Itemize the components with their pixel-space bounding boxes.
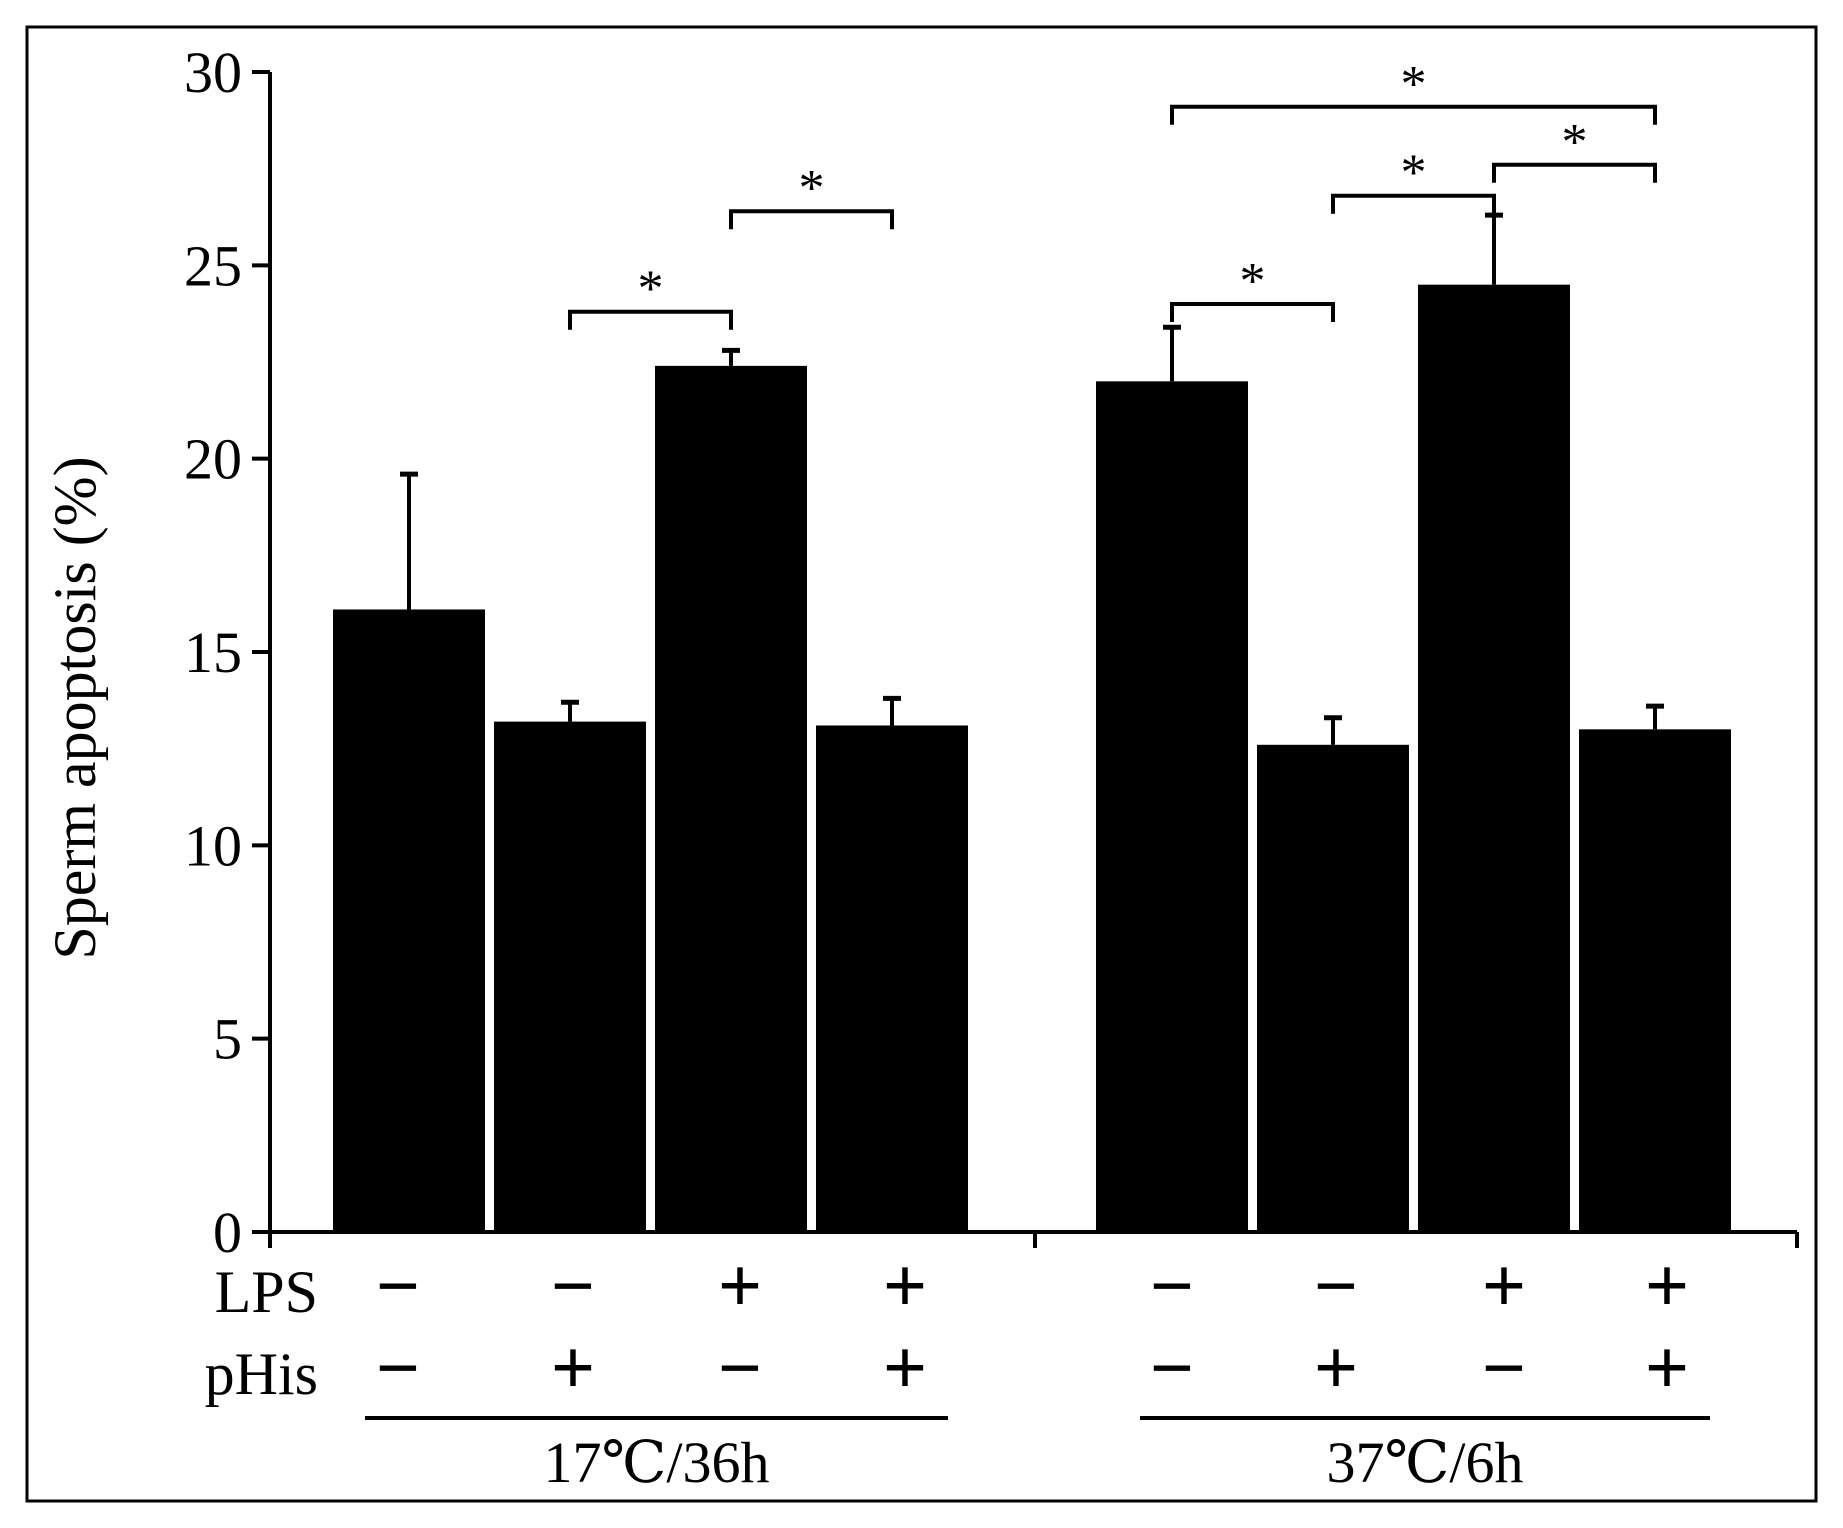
bar: [1096, 381, 1248, 1232]
significance-bracket: [568, 309, 733, 330]
significance-bracket: [1331, 193, 1496, 214]
condition-sign: +: [1645, 1242, 1689, 1329]
bars: [333, 212, 1731, 1233]
bar: [655, 365, 807, 1232]
y-tick-label: 20: [184, 427, 242, 492]
bar: [1257, 744, 1409, 1232]
significance-brackets: * * * * * *: [568, 56, 1657, 330]
condition-sign: −: [376, 1242, 420, 1329]
condition-row-label: pHis: [205, 1341, 318, 1407]
significance-star: *: [1240, 253, 1266, 310]
bar: [816, 725, 968, 1232]
significance-bracket: [1492, 162, 1657, 183]
group-label: 37℃/6h: [1327, 1430, 1524, 1495]
condition-sign: +: [883, 1242, 927, 1329]
condition-sign: +: [1645, 1324, 1689, 1411]
condition-sign: −: [1314, 1242, 1358, 1329]
y-tick-label: 25: [184, 233, 242, 298]
condition-sign: −: [1150, 1324, 1194, 1411]
y-tick-label: 5: [213, 1007, 242, 1072]
condition-sign: −: [551, 1242, 595, 1329]
condition-sign: +: [883, 1324, 927, 1411]
significance-bracket: [1170, 104, 1657, 125]
bar: [333, 609, 485, 1232]
y-axis-label: Sperm apoptosis (%): [42, 456, 108, 959]
condition-sign: +: [1314, 1324, 1358, 1411]
condition-sign: +: [1482, 1242, 1526, 1329]
group-label: 17℃/36h: [544, 1430, 770, 1495]
y-tick-label: 10: [184, 813, 242, 878]
bar: [1579, 729, 1731, 1232]
significance-star: *: [799, 160, 825, 217]
condition-row-label: LPS: [215, 1259, 318, 1325]
significance-star: *: [1401, 56, 1427, 113]
significance-bracket: [1170, 302, 1335, 322]
condition-sign: −: [1150, 1242, 1194, 1329]
y-axis: 0 5 10 15 20 25 30: [184, 40, 272, 1265]
condition-sign: −: [718, 1324, 762, 1411]
condition-sign: +: [551, 1324, 595, 1411]
significance-star: *: [1401, 145, 1427, 202]
condition-sign: +: [718, 1242, 762, 1329]
y-tick-label: 0: [213, 1200, 242, 1265]
significance-star: *: [638, 261, 664, 318]
y-tick-label: 30: [184, 40, 242, 105]
significance-bracket: [729, 209, 894, 230]
y-tick-label: 15: [184, 620, 242, 685]
bar: [1418, 284, 1570, 1233]
condition-sign: −: [1482, 1324, 1526, 1411]
condition-sign: −: [376, 1324, 420, 1411]
significance-star: *: [1562, 114, 1588, 171]
bar: [494, 721, 646, 1232]
